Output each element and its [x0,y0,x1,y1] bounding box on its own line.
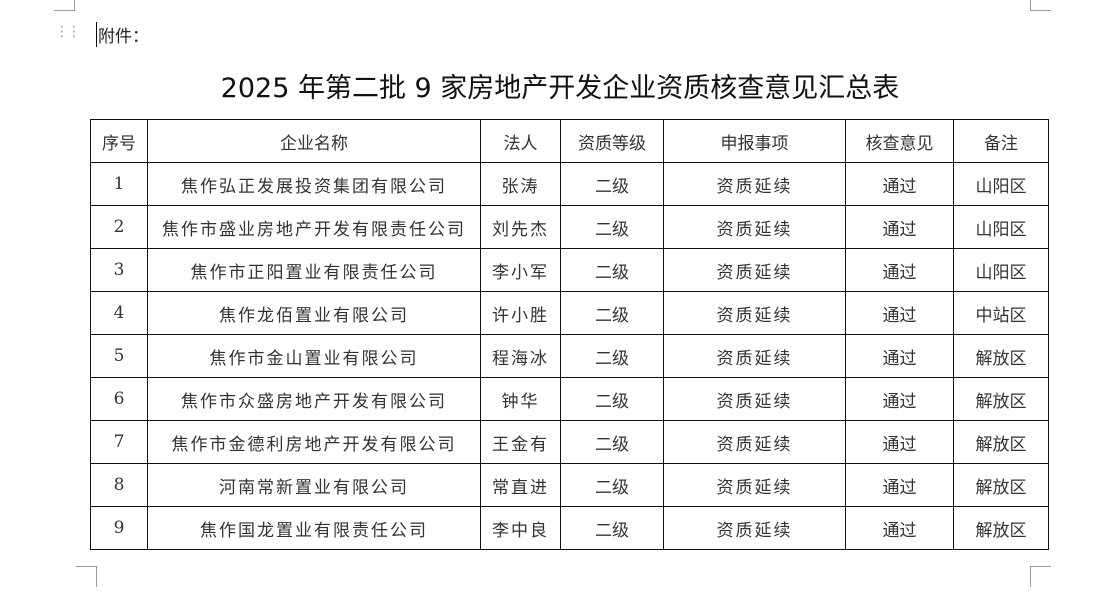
cell-legal-person: 常直进 [480,463,561,507]
cell-legal-person: 张涛 [480,162,561,206]
cell-company-name: 焦作龙佰置业有限公司 [147,291,481,335]
cell-index: 9 [90,506,148,550]
cell-remark: 解放区 [953,334,1049,378]
cell-index: 7 [90,420,148,464]
cell-company-name: 焦作弘正发展投资集团有限公司 [147,162,481,206]
cell-remark: 山阳区 [953,248,1049,292]
table-row: 6 焦作市众盛房地产开发有限公司 钟华 二级 资质延续 通过 解放区 [90,377,1049,421]
cell-index: 1 [90,162,148,206]
cell-legal-person: 李中良 [480,506,561,550]
cell-qualification-level: 二级 [560,291,664,335]
cell-index: 2 [90,205,148,249]
cell-company-name: 焦作市金山置业有限公司 [147,334,481,378]
cell-application: 资质延续 [663,334,846,378]
cell-index: 5 [90,334,148,378]
table-row: 7 焦作市金德利房地产开发有限公司 王金有 二级 资质延续 通过 解放区 [90,420,1049,464]
cell-index: 3 [90,248,148,292]
table-row: 5 焦作市金山置业有限公司 程海冰 二级 资质延续 通过 解放区 [90,334,1049,378]
cell-legal-person: 许小胜 [480,291,561,335]
cell-legal-person: 王金有 [480,420,561,464]
document-title: 2025 年第二批 9 家房地产开发企业资质核查意见汇总表 [220,73,900,104]
summary-table: 序号 企业名称 法人 资质等级 申报事项 核查意见 备注 1 焦作弘正发展投资集团… [90,119,1049,550]
cell-qualification-level: 二级 [560,463,664,507]
cell-qualification-level: 二级 [560,420,664,464]
cell-index: 6 [90,377,148,421]
text-cursor [96,22,97,47]
cell-application: 资质延续 [663,205,846,249]
cell-company-name: 焦作市金德利房地产开发有限公司 [147,420,481,464]
table-row: 1 焦作弘正发展投资集团有限公司 张涛 二级 资质延续 通过 山阳区 [90,162,1049,206]
header-cell: 法人 [480,119,561,163]
cell-qualification-level: 二级 [560,334,664,378]
cell-company-name: 焦作市盛业房地产开发有限责任公司 [147,205,481,249]
cell-remark: 山阳区 [953,162,1049,206]
cell-review-opinion: 通过 [845,291,954,335]
page-corner-mark [1030,0,1051,11]
header-cell: 资质等级 [560,119,664,163]
table-row: 3 焦作市正阳置业有限责任公司 李小军 二级 资质延续 通过 山阳区 [90,248,1049,292]
cell-review-opinion: 通过 [845,463,954,507]
cell-application: 资质延续 [663,506,846,550]
cell-review-opinion: 通过 [845,506,954,550]
cell-review-opinion: 通过 [845,248,954,292]
header-cell: 企业名称 [147,119,481,163]
cell-remark: 中站区 [953,291,1049,335]
page-corner-mark [76,566,97,587]
cell-qualification-level: 二级 [560,248,664,292]
cell-company-name: 焦作市正阳置业有限责任公司 [147,248,481,292]
cell-qualification-level: 二级 [560,506,664,550]
cell-review-opinion: 通过 [845,334,954,378]
table-row: 9 焦作国龙置业有限责任公司 李中良 二级 资质延续 通过 解放区 [90,506,1049,550]
header-cell: 申报事项 [663,119,846,163]
cell-remark: 解放区 [953,463,1049,507]
cell-review-opinion: 通过 [845,205,954,249]
cell-application: 资质延续 [663,162,846,206]
cell-review-opinion: 通过 [845,420,954,464]
cell-company-name: 焦作国龙置业有限责任公司 [147,506,481,550]
cell-legal-person: 钟华 [480,377,561,421]
cell-qualification-level: 二级 [560,162,664,206]
header-cell: 备注 [953,119,1049,163]
cell-qualification-level: 二级 [560,205,664,249]
page-corner-mark [54,0,75,11]
cell-index: 4 [90,291,148,335]
header-cell: 核查意见 [845,119,954,163]
page-corner-mark [1030,566,1051,587]
cell-remark: 解放区 [953,377,1049,421]
cell-company-name: 焦作市众盛房地产开发有限公司 [147,377,481,421]
cell-legal-person: 刘先杰 [480,205,561,249]
table-row: 2 焦作市盛业房地产开发有限责任公司 刘先杰 二级 资质延续 通过 山阳区 [90,205,1049,249]
cell-legal-person: 李小军 [480,248,561,292]
drag-handle-icon[interactable]: ⋮⋮ [55,24,81,40]
cell-remark: 解放区 [953,506,1049,550]
table-row: 8 河南常新置业有限公司 常直进 二级 资质延续 通过 解放区 [90,463,1049,507]
cell-index: 8 [90,463,148,507]
table-header-row: 序号 企业名称 法人 资质等级 申报事项 核查意见 备注 [90,119,1049,163]
cell-review-opinion: 通过 [845,377,954,421]
cell-legal-person: 程海冰 [480,334,561,378]
header-cell: 序号 [90,119,148,163]
cell-remark: 解放区 [953,420,1049,464]
cell-application: 资质延续 [663,248,846,292]
cell-application: 资质延续 [663,420,846,464]
cell-company-name: 河南常新置业有限公司 [147,463,481,507]
cell-qualification-level: 二级 [560,377,664,421]
cell-application: 资质延续 [663,291,846,335]
cell-review-opinion: 通过 [845,162,954,206]
cell-application: 资质延续 [663,463,846,507]
cell-remark: 山阳区 [953,205,1049,249]
attachment-label: 附件： [98,27,149,47]
cell-application: 资质延续 [663,377,846,421]
table-row: 4 焦作龙佰置业有限公司 许小胜 二级 资质延续 通过 中站区 [90,291,1049,335]
